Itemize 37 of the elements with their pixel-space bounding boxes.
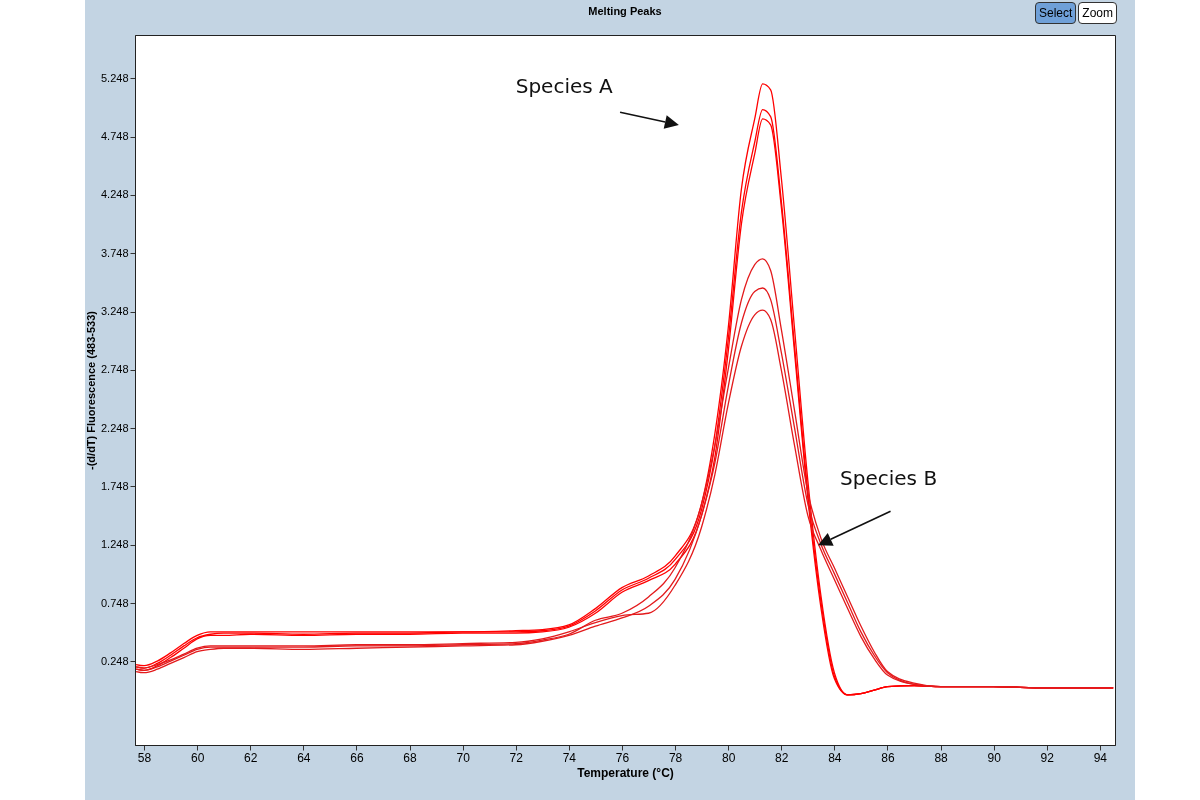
x-tick-label: 86 [881, 750, 895, 765]
x-tick-label: 82 [775, 750, 789, 765]
x-tick-label: 70 [456, 750, 471, 765]
y-tick-label: 2.248 [100, 421, 129, 434]
x-tick-label: 60 [190, 750, 205, 765]
y-tick-label: 4.748 [100, 130, 129, 143]
x-tick-label: 92 [1040, 750, 1055, 765]
y-tick-label: 2.748 [100, 363, 129, 376]
x-tick-label: 68 [403, 750, 418, 765]
toolbar-button: Zoom [1078, 2, 1117, 24]
annotation: Species B [840, 466, 938, 491]
y-tick-label: 3.748 [100, 246, 129, 259]
x-tick-label: 78 [668, 750, 683, 765]
x-tick-label: 64 [297, 750, 311, 765]
x-tick-label: 80 [721, 750, 736, 765]
x-tick-label: 72 [509, 750, 524, 765]
y-tick-label: 0.248 [100, 654, 129, 667]
x-tick-label: 88 [934, 750, 949, 765]
x-tick-label: 90 [987, 750, 1002, 765]
chart-title: Melting Peaks [588, 5, 662, 17]
y-tick-label: 5.248 [100, 71, 129, 84]
x-tick-label: 76 [615, 750, 630, 765]
x-tick-label: 84 [828, 750, 842, 765]
x-tick-label: 74 [562, 750, 577, 765]
y-tick-label: 3.248 [100, 305, 129, 318]
annotation: Species A [515, 73, 614, 98]
y-axis-title: -(d/dT) Fluorescence (483-533) [84, 310, 97, 470]
y-tick-label: 4.248 [100, 188, 129, 201]
x-tick-label: 58 [137, 750, 152, 765]
y-tick-label: 1.248 [100, 538, 129, 551]
y-tick-label: 0.748 [100, 596, 129, 609]
toolbar-button: Select [1034, 2, 1077, 24]
x-tick-label: 62 [244, 750, 258, 765]
x-tick-label: 94 [1093, 750, 1108, 765]
x-axis-title: Temperature (°C) [577, 765, 674, 780]
x-tick-label: 66 [350, 750, 364, 765]
y-tick-label: 1.748 [100, 479, 129, 492]
